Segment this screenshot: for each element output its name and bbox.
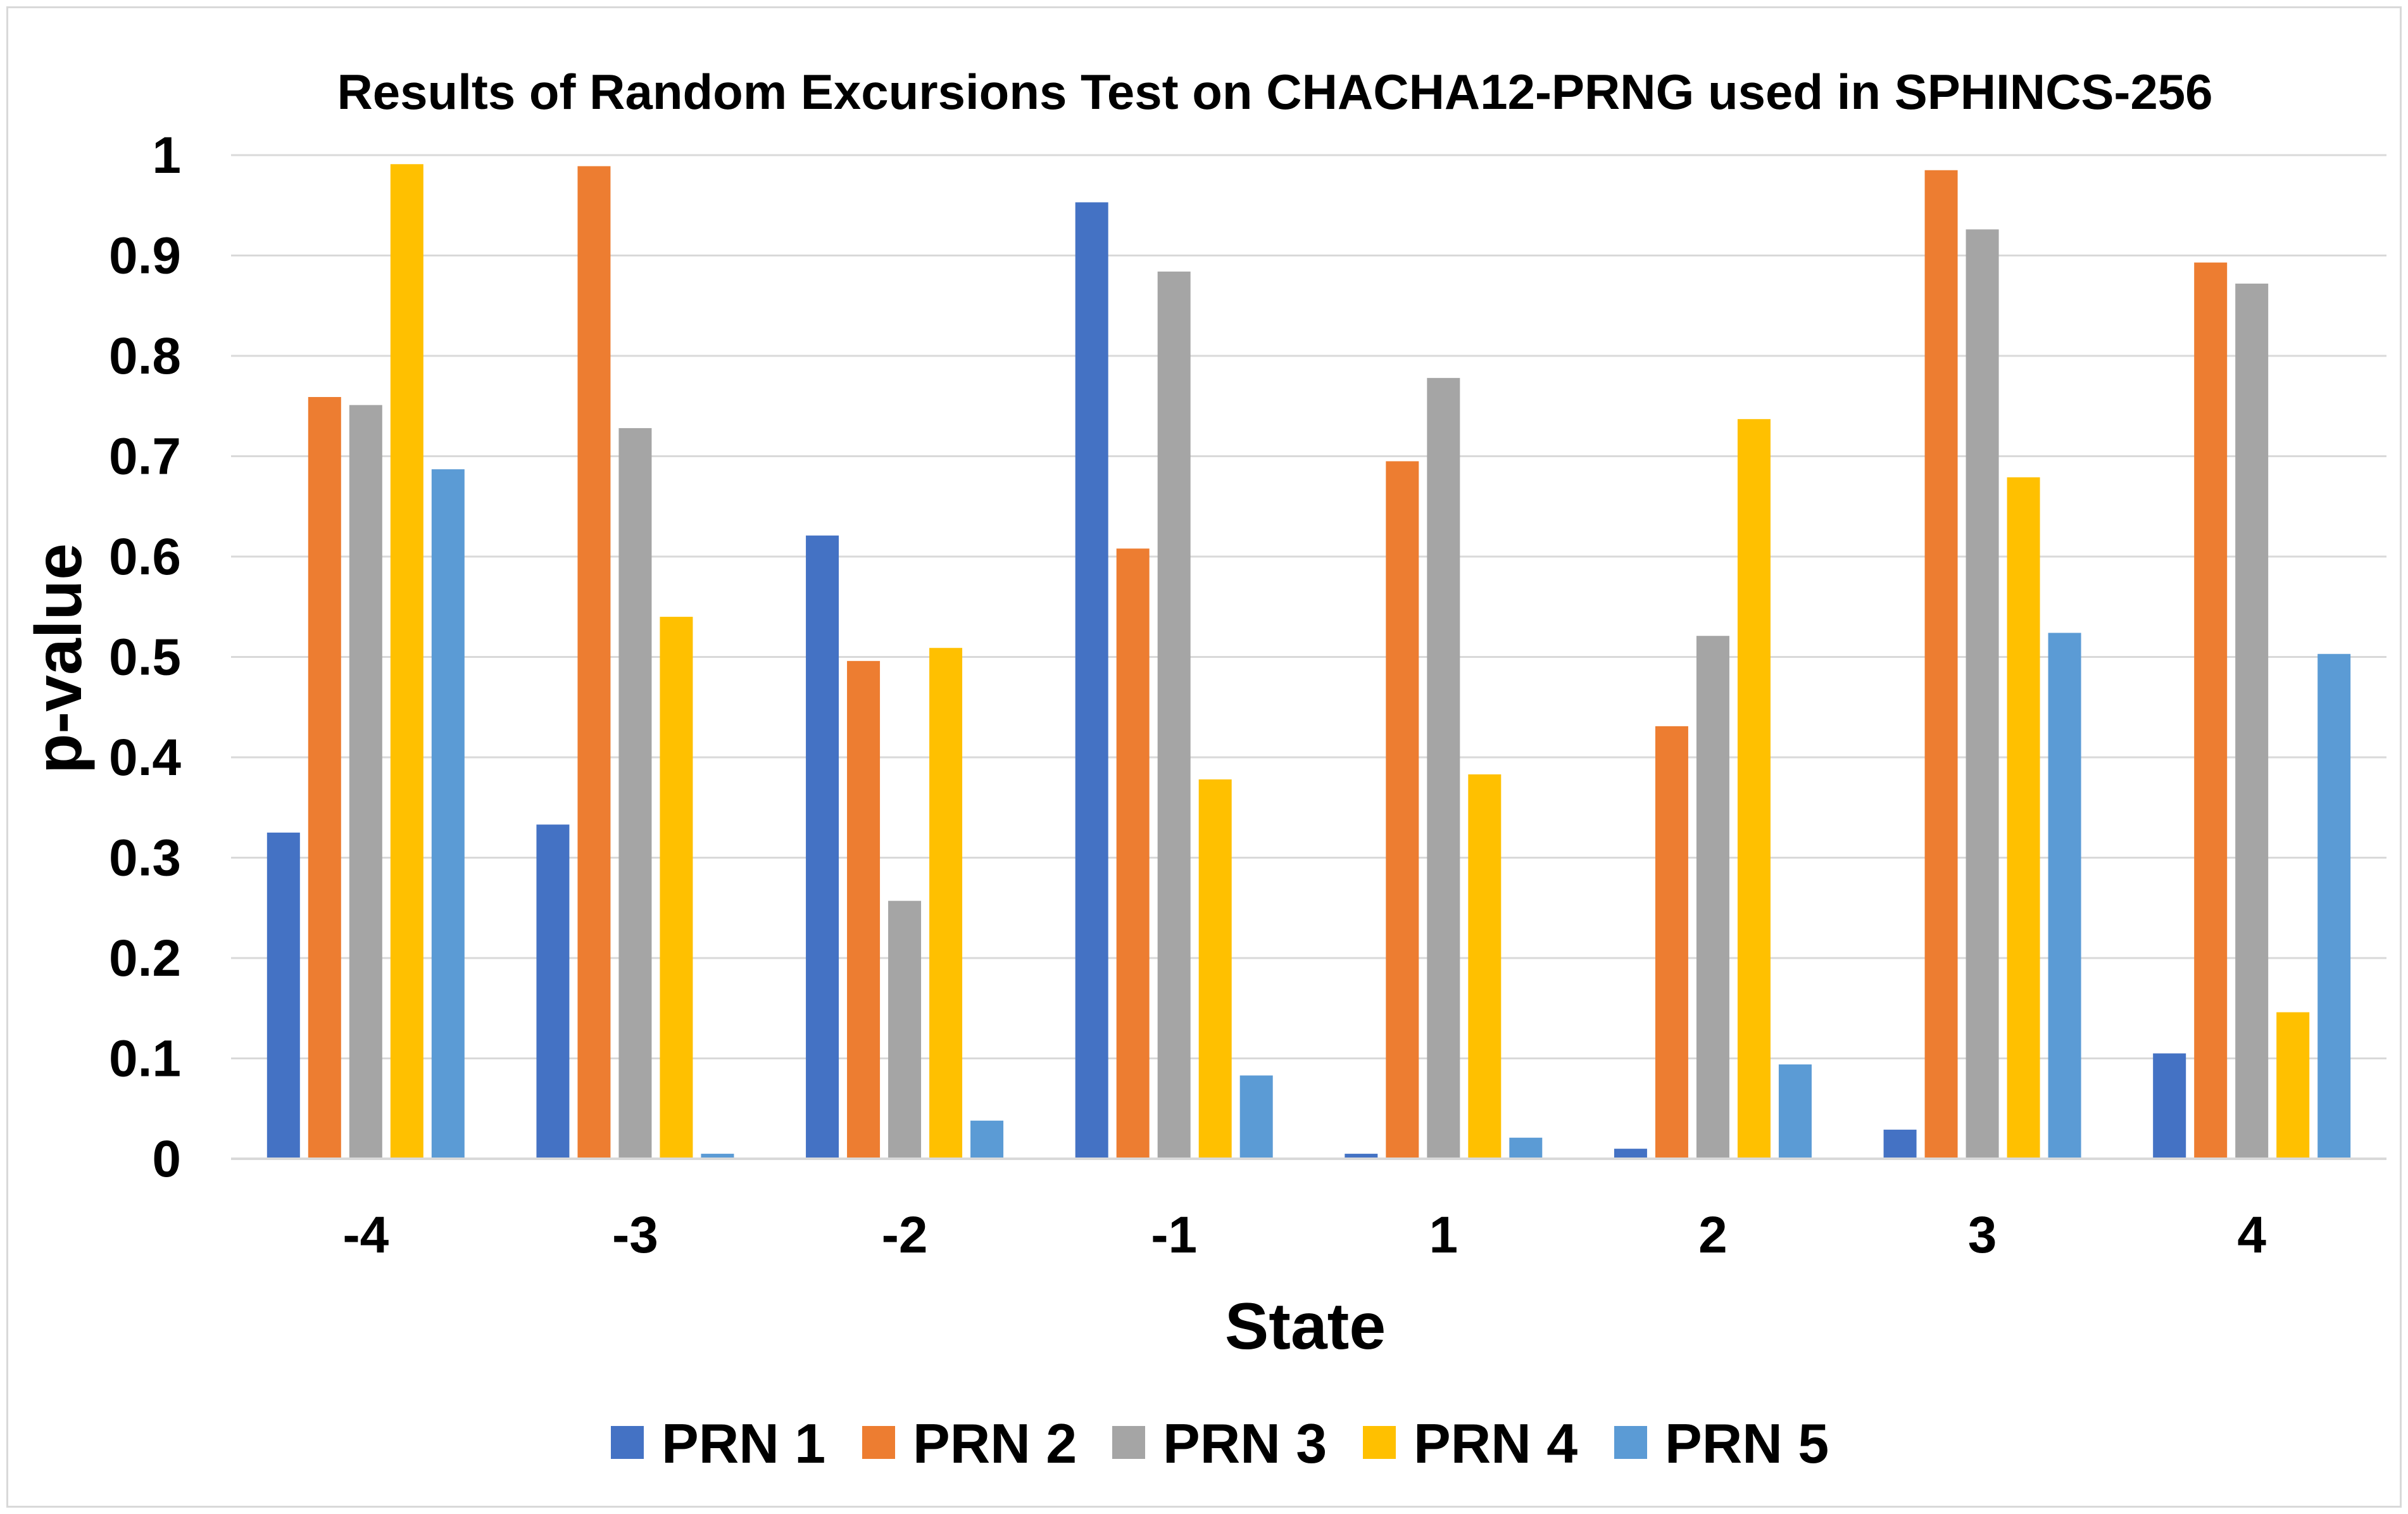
bar-prn-2-state--3 bbox=[577, 166, 611, 1159]
y-tick-label: 0.9 bbox=[109, 227, 181, 285]
x-axis-title: State bbox=[1225, 1290, 1386, 1363]
y-axis-ticks: 0 0.1 0.2 0.3 0.4 0.5 0.6 0.7 0.8 0.9 1 bbox=[109, 127, 181, 1188]
bar-prn-1-state-1 bbox=[1345, 1154, 1378, 1159]
bar-prn-3-state-2 bbox=[1696, 636, 1729, 1159]
legend: PRN 1 PRN 2 PRN 3 PRN 4 PRN 5 bbox=[611, 1412, 1829, 1475]
legend-label: PRN 1 bbox=[662, 1412, 825, 1475]
bar-prn-4-state--4 bbox=[390, 164, 423, 1159]
bar-prn-1-state--4 bbox=[267, 832, 300, 1159]
y-tick-label: 0.8 bbox=[109, 327, 181, 385]
legend-item-prn-1: PRN 1 bbox=[611, 1412, 825, 1475]
bar-prn-2-state-4 bbox=[2194, 262, 2228, 1159]
legend-swatch bbox=[862, 1426, 895, 1459]
bar-prn-3-state--1 bbox=[1157, 271, 1191, 1159]
bar-prn-5-state--3 bbox=[701, 1154, 734, 1159]
bar-prn-1-state--2 bbox=[806, 535, 839, 1159]
x-tick-label: -2 bbox=[882, 1206, 928, 1264]
bar-prn-4-state--2 bbox=[929, 648, 963, 1159]
legend-label: PRN 2 bbox=[913, 1412, 1077, 1475]
bar-prn-2-state-1 bbox=[1386, 461, 1419, 1159]
bar-prn-2-state-3 bbox=[1924, 170, 1958, 1159]
bar-prn-5-state-4 bbox=[2317, 653, 2351, 1159]
legend-item-prn-2: PRN 2 bbox=[862, 1412, 1077, 1475]
bar-prn-3-state--2 bbox=[888, 900, 922, 1159]
legend-label: PRN 3 bbox=[1163, 1412, 1327, 1475]
bar-prn-2-state--1 bbox=[1116, 548, 1150, 1159]
bar-prn-3-state--4 bbox=[349, 405, 382, 1159]
bar-prn-3-state-1 bbox=[1427, 377, 1460, 1159]
y-tick-label: 0.2 bbox=[109, 930, 181, 987]
y-tick-label: 0 bbox=[152, 1130, 181, 1188]
bar-prn-4-state-3 bbox=[2007, 477, 2040, 1159]
x-tick-label: 1 bbox=[1429, 1206, 1458, 1264]
bar-prn-1-state--3 bbox=[536, 824, 570, 1159]
x-tick-label: -3 bbox=[612, 1206, 658, 1264]
bar-prn-4-state-1 bbox=[1468, 774, 1502, 1159]
bar-prn-5-state--4 bbox=[431, 469, 465, 1159]
bar-prn-2-state-2 bbox=[1655, 726, 1688, 1159]
y-tick-label: 0.3 bbox=[109, 830, 181, 887]
x-tick-label: 2 bbox=[1698, 1206, 1728, 1264]
bar-prn-4-state--3 bbox=[660, 617, 693, 1159]
bar-prn-5-state--2 bbox=[970, 1120, 1004, 1159]
legend-item-prn-5: PRN 5 bbox=[1614, 1412, 1829, 1475]
bar-prn-3-state--3 bbox=[618, 428, 652, 1159]
y-tick-label: 0.7 bbox=[109, 428, 181, 486]
bar-prn-3-state-3 bbox=[1966, 229, 1999, 1159]
bar-prn-1-state-2 bbox=[1614, 1149, 1647, 1159]
legend-label: PRN 5 bbox=[1665, 1412, 1829, 1475]
legend-swatch bbox=[611, 1426, 644, 1459]
y-tick-label: 0.6 bbox=[109, 528, 181, 586]
bar-prn-2-state--2 bbox=[847, 660, 881, 1159]
y-tick-label: 0.4 bbox=[109, 729, 181, 786]
x-axis-ticks: -4 -3 -2 -1 1 2 3 4 bbox=[342, 1206, 2266, 1264]
legend-label: PRN 4 bbox=[1414, 1412, 1577, 1475]
legend-swatch bbox=[1112, 1426, 1145, 1459]
bar-prn-1-state-4 bbox=[2153, 1053, 2186, 1159]
bar-prn-1-state--1 bbox=[1075, 202, 1108, 1159]
bars bbox=[267, 164, 2351, 1159]
chart-title: Results of Random Excursions Test on CHA… bbox=[337, 64, 2212, 120]
bar-prn-4-state-4 bbox=[2276, 1012, 2310, 1159]
y-tick-label: 0.1 bbox=[109, 1030, 181, 1088]
x-tick-label: -1 bbox=[1151, 1206, 1197, 1264]
legend-item-prn-4: PRN 4 bbox=[1363, 1412, 1577, 1475]
bar-prn-5-state--1 bbox=[1239, 1075, 1273, 1159]
bar-prn-5-state-3 bbox=[2048, 633, 2081, 1159]
x-tick-label: 3 bbox=[1968, 1206, 1997, 1264]
legend-swatch bbox=[1363, 1426, 1396, 1459]
y-tick-label: 0.5 bbox=[109, 629, 181, 686]
bar-prn-4-state-2 bbox=[1737, 419, 1771, 1159]
legend-item-prn-3: PRN 3 bbox=[1112, 1412, 1327, 1475]
bar-prn-5-state-1 bbox=[1509, 1137, 1543, 1159]
bar-prn-1-state-3 bbox=[1883, 1130, 1917, 1159]
bar-prn-2-state--4 bbox=[308, 396, 341, 1159]
legend-swatch bbox=[1614, 1426, 1647, 1459]
x-tick-label: 4 bbox=[2237, 1206, 2266, 1264]
bar-prn-4-state--1 bbox=[1198, 779, 1232, 1159]
x-tick-label: -4 bbox=[342, 1206, 389, 1264]
bar-prn-3-state-4 bbox=[2235, 283, 2269, 1159]
bar-prn-5-state-2 bbox=[1778, 1064, 1812, 1159]
y-tick-label: 1 bbox=[152, 127, 181, 184]
y-axis-title: p-value bbox=[22, 543, 96, 774]
